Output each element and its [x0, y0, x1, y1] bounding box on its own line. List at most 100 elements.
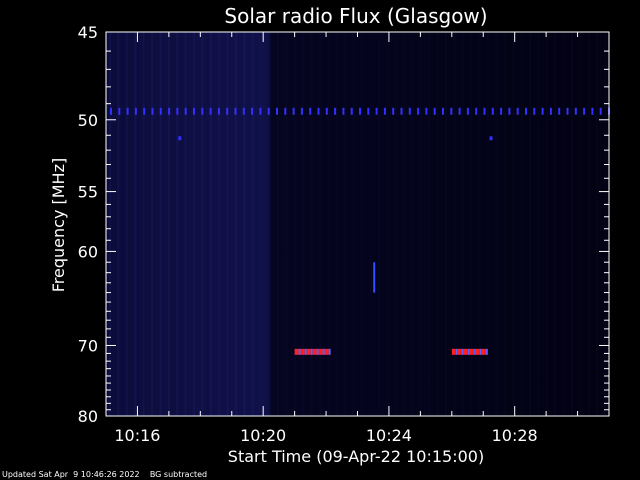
burst-mark: [318, 348, 323, 355]
spectrogram-striation: [419, 32, 422, 416]
spectrogram-striation: [226, 32, 229, 416]
spectrogram-striation: [445, 32, 447, 416]
interference-mark: [217, 107, 220, 115]
spectrogram-striation: [478, 32, 481, 416]
spectrogram-striation: [142, 32, 145, 416]
interference-mark: [350, 107, 353, 115]
burst-mark-edge: [298, 348, 301, 355]
spectrogram-striation: [193, 32, 195, 416]
spectrogram-striation: [579, 32, 582, 416]
burst-mark: [463, 348, 468, 355]
interference-mark: [359, 107, 361, 115]
burst-mark: [481, 348, 486, 355]
spectrogram-striation: [184, 32, 187, 416]
interference-mark: [193, 107, 195, 115]
interference-mark: [433, 107, 436, 115]
interference-mark: [533, 107, 536, 115]
interference-mark: [491, 107, 494, 115]
burst-mark-edge: [328, 348, 331, 355]
x-tick-label: 10:20: [240, 426, 286, 445]
burst-mark-edge: [322, 348, 325, 355]
spectrogram-striation: [293, 32, 296, 416]
burst-mark-edge: [304, 348, 307, 355]
x-tick-label: 10:16: [114, 426, 160, 445]
spectrogram-striation: [235, 32, 237, 416]
spectrogram-striation: [554, 32, 557, 416]
y-tick-label: 80: [78, 407, 98, 426]
dot-mark: [489, 136, 493, 141]
x-tick-label: 10:24: [366, 426, 412, 445]
interference-mark: [458, 107, 461, 115]
interference-mark: [566, 107, 569, 115]
interference-mark: [466, 107, 469, 115]
spectrogram-striation: [403, 32, 405, 416]
interference-mark: [400, 107, 403, 115]
burst-mark-edge: [479, 348, 482, 355]
interference-mark: [525, 107, 527, 115]
interference-mark: [483, 107, 486, 115]
burst-mark: [312, 348, 317, 355]
interference-mark: [541, 107, 544, 115]
spectrogram-striation: [310, 32, 313, 416]
y-tick-label: 55: [78, 183, 98, 202]
interference-mark: [201, 107, 204, 115]
spectrogram-striation: [117, 32, 120, 416]
spectrogram-striation: [487, 32, 489, 416]
y-axis-label: Frequency [MHz]: [49, 158, 68, 292]
interference-mark: [284, 107, 287, 115]
spike-mark: [373, 262, 376, 293]
interference-mark: [599, 107, 602, 115]
spectrogram-striation: [352, 32, 355, 416]
interference-mark: [168, 107, 171, 115]
burst-mark-edge: [455, 348, 458, 355]
spectrogram-striation: [587, 32, 590, 416]
spectrogram-striation: [470, 32, 473, 416]
interference-mark: [317, 107, 320, 115]
y-tick-label: 60: [78, 242, 98, 261]
spectrogram-striation: [201, 32, 204, 416]
spectrogram-striation: [495, 32, 498, 416]
interference-mark: [143, 107, 146, 115]
burst-mark: [475, 348, 480, 355]
interference-mark: [226, 107, 229, 115]
x-tick-label: 10:28: [492, 426, 538, 445]
spectrogram-striation: [411, 32, 414, 416]
spectrogram-striation: [503, 32, 506, 416]
interference-mark: [134, 107, 137, 115]
interference-mark: [583, 107, 586, 115]
spectrogram-striation: [319, 32, 321, 416]
burst-mark-edge: [461, 348, 464, 355]
interference-mark: [159, 107, 162, 115]
spectrogram-striation: [159, 32, 162, 416]
interference-mark: [375, 107, 378, 115]
chart-title: Solar radio Flux (Glasgow): [224, 4, 487, 28]
axes: 10:16 10:20 10:24 10:28 45 50 55 60 70 80: [78, 23, 610, 445]
interference-mark: [383, 107, 386, 115]
spectrogram-striation: [529, 32, 531, 416]
interference-mark: [591, 107, 594, 115]
interference-mark: [500, 107, 503, 115]
spectrogram-striation: [125, 32, 128, 416]
interference-mark: [475, 107, 478, 115]
interference-mark: [558, 107, 561, 115]
interference-mark: [392, 107, 395, 115]
interference-mark: [151, 107, 154, 115]
interference-mark: [516, 107, 519, 115]
spectrogram-striation: [277, 32, 279, 416]
spectrogram-striation: [134, 32, 137, 416]
spectrogram-striation: [344, 32, 347, 416]
interference-mark: [408, 107, 411, 115]
spectrogram-striation: [167, 32, 170, 416]
interference-mark: [276, 107, 278, 115]
spectrogram-striation: [461, 32, 464, 416]
spectrogram-striation: [520, 32, 523, 416]
y-tick-label: 70: [78, 336, 98, 355]
spectrogram-striation: [428, 32, 431, 416]
x-axis-label: Start Time (09-Apr-22 10:15:00): [228, 447, 484, 466]
spectrogram-striation: [571, 32, 573, 416]
burst-mark-edge: [467, 348, 470, 355]
interference-mark: [251, 107, 254, 115]
interference-mark: [110, 107, 112, 115]
spectrogram-striation: [436, 32, 439, 416]
